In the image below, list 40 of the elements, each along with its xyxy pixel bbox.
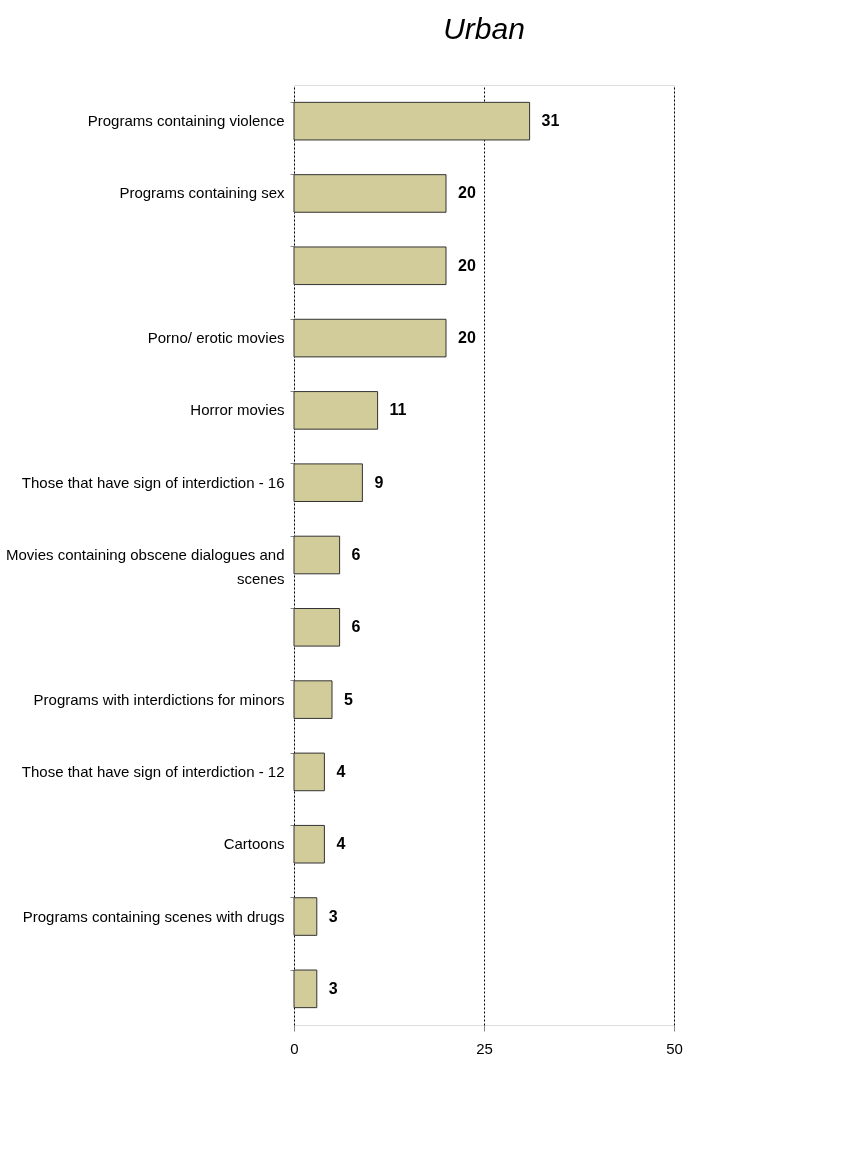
data-label: 4: [336, 835, 346, 853]
bar: [293, 246, 447, 286]
bar: [293, 969, 318, 1009]
x-tick-label: 50: [666, 1039, 683, 1057]
bar: [293, 897, 318, 936]
data-label: 5: [344, 690, 353, 708]
data-label: 20: [458, 329, 476, 347]
bar: [293, 174, 447, 213]
y-tick-label: Movies containing obscene dialogues and scenes: [5, 546, 285, 587]
bar: [293, 608, 341, 647]
data-label: 11: [389, 401, 407, 419]
data-label: 6: [351, 618, 361, 636]
y-tick-label: Those that have sign of interdiction - 12: [21, 762, 285, 780]
data-label: 20: [458, 256, 476, 274]
data-label: 3: [328, 979, 338, 997]
x-tick-label: 0: [290, 1039, 299, 1057]
y-tick-label: Cartoons: [223, 835, 285, 853]
data-label: 31: [541, 112, 560, 130]
bar: [293, 535, 341, 575]
data-label: 20: [458, 184, 476, 202]
data-label: 3: [328, 907, 338, 925]
bar: [293, 463, 363, 502]
chart-title: Urban: [443, 12, 525, 45]
y-tick-label: Those that have sign of interdiction - 16: [21, 473, 285, 491]
bar: [293, 752, 325, 792]
y-tick-label: Programs containing sex: [119, 184, 285, 202]
y-tick-label: Porno/ erotic movies: [147, 329, 285, 347]
bar: [293, 318, 447, 358]
bar: [293, 391, 379, 430]
x-tick-label: 25: [476, 1039, 493, 1057]
data-label: 4: [336, 762, 346, 780]
data-label: 9: [374, 473, 384, 491]
bar: [293, 101, 531, 141]
y-tick-label: Programs with interdictions for minors: [33, 690, 285, 708]
y-tick-label: Horror movies: [190, 401, 285, 419]
bar: [293, 680, 333, 719]
data-label: 6: [351, 546, 361, 563]
y-tick-label: Programs containing scenes with drugs: [22, 907, 285, 925]
y-tick-label: Programs containing violence: [87, 112, 285, 130]
bar: [293, 824, 325, 864]
